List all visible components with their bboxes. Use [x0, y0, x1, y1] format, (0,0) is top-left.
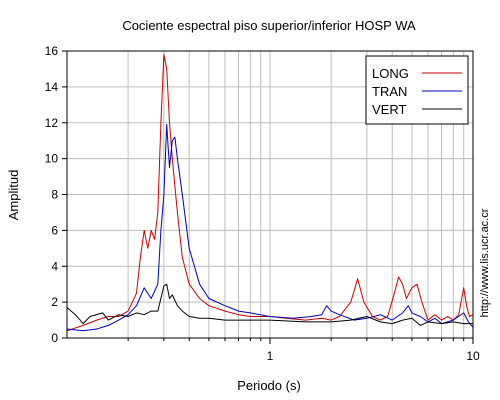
x-tick-label: 1	[267, 349, 274, 363]
grid	[67, 51, 473, 338]
y-tick-label: 14	[45, 80, 59, 94]
legend-label: LONG	[372, 66, 409, 81]
y-tick-label: 16	[45, 44, 59, 58]
chart-title: Cociente espectral piso superior/inferio…	[122, 18, 416, 33]
legend-label: VERT	[372, 102, 406, 117]
series-lines	[66, 54, 474, 332]
y-tick-label: 4	[51, 259, 58, 273]
x-axis-label: Periodo (s)	[237, 378, 301, 393]
side-url-text: http://www.lis.ucr.ac.cr	[479, 208, 491, 317]
y-tick-label: 2	[51, 295, 58, 309]
y-tick-label: 12	[45, 116, 59, 130]
y-tick-label: 10	[45, 152, 59, 166]
y-axis-label: Amplitud	[6, 170, 21, 221]
series-line-long	[66, 54, 474, 332]
series-line-tran	[66, 124, 474, 332]
legend: LONG TRAN VERT	[365, 55, 469, 125]
legend-label: TRAN	[372, 84, 407, 99]
y-tick-label: 8	[51, 188, 58, 202]
series-line-vert	[66, 283, 473, 326]
x-tick-label: 10	[466, 349, 480, 363]
y-tick-label: 6	[51, 223, 58, 237]
axis-ticks: 0 2 4 6 8 10 12 14 16 1 10	[45, 44, 480, 363]
legend-box	[365, 55, 469, 125]
plot-frame	[66, 50, 474, 339]
y-tick-label: 0	[51, 331, 58, 345]
